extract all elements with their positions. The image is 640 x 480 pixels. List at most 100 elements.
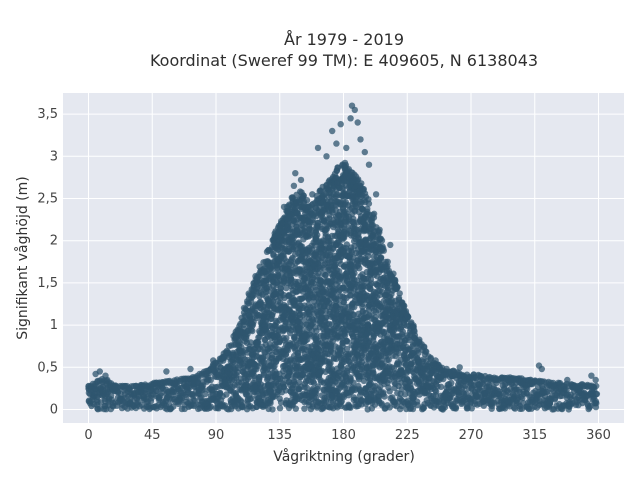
data-point (306, 232, 314, 239)
data-point (370, 210, 378, 217)
data-point (388, 291, 395, 298)
data-point (372, 191, 380, 198)
data-point (386, 388, 393, 395)
data-point (332, 261, 339, 268)
x-tick-labels: 0 45 90 135 180 225 270 315 360 (84, 428, 611, 443)
y-tick-labels: 00,511,522,533,5 (37, 107, 58, 417)
data-point (409, 405, 417, 413)
data-point (350, 379, 357, 386)
data-point (586, 404, 593, 411)
data-point (96, 368, 104, 375)
x-tick-label: 135 (267, 428, 292, 443)
data-point (276, 405, 284, 412)
data-point (309, 219, 317, 226)
data-point (279, 251, 286, 258)
data-point (384, 356, 391, 364)
x-tick-label: 90 (208, 428, 225, 443)
data-point (314, 144, 322, 152)
data-point (107, 392, 115, 399)
data-point (359, 206, 366, 213)
data-point (329, 349, 337, 356)
x-axis-title: Vågriktning (grader) (273, 448, 415, 465)
data-point (349, 272, 357, 279)
data-point (304, 336, 311, 343)
data-point (345, 351, 352, 358)
data-point (303, 384, 310, 391)
data-point (351, 106, 358, 114)
data-point (279, 280, 286, 287)
data-point (113, 402, 121, 409)
data-point (210, 357, 217, 364)
data-point (410, 393, 418, 401)
data-point (404, 313, 412, 320)
data-point (437, 383, 445, 390)
data-point (468, 405, 475, 412)
data-point (593, 390, 601, 398)
x-tick-label: 225 (395, 428, 420, 443)
data-point (564, 376, 571, 384)
data-point (417, 378, 425, 385)
y-axis-title: Signifikant våghöjd (m) (14, 176, 31, 339)
data-point (384, 258, 391, 265)
data-point (309, 191, 316, 198)
data-point (323, 153, 330, 160)
data-point (377, 235, 385, 242)
data-point (347, 404, 354, 411)
data-point (163, 368, 170, 375)
data-point (349, 311, 357, 319)
data-point (280, 203, 288, 211)
data-point (254, 340, 261, 348)
data-point (187, 365, 194, 373)
data-point (592, 403, 600, 411)
data-point (407, 381, 414, 388)
data-point (170, 403, 177, 410)
data-point (207, 376, 214, 384)
data-point (290, 378, 298, 386)
data-point (361, 148, 368, 156)
data-point (225, 349, 232, 356)
data-point (456, 364, 463, 371)
data-point (329, 127, 336, 135)
data-point (333, 140, 340, 147)
data-point (538, 365, 545, 373)
data-point (415, 349, 422, 357)
data-point (361, 190, 369, 197)
data-point (381, 393, 388, 400)
data-point (288, 256, 295, 263)
data-point (232, 328, 239, 335)
data-point (485, 386, 492, 394)
data-point (387, 241, 394, 249)
data-point (347, 115, 354, 122)
data-point (91, 386, 99, 393)
data-point (327, 360, 334, 367)
x-tick-label: 270 (459, 428, 484, 443)
data-point (283, 284, 290, 292)
y-tick-label: 1 (50, 318, 58, 333)
data-point (375, 228, 382, 235)
data-point (314, 385, 321, 393)
data-point (247, 339, 254, 346)
data-point (243, 335, 250, 342)
data-point (306, 226, 313, 233)
data-point (249, 321, 257, 328)
data-point (365, 200, 373, 207)
x-tick-label: 315 (522, 428, 547, 443)
y-tick-label: 1,5 (37, 276, 58, 291)
data-point (377, 254, 385, 261)
data-point (290, 182, 298, 189)
data-point (356, 265, 363, 272)
data-point (238, 402, 246, 409)
data-point (393, 285, 400, 292)
x-tick-label: 360 (586, 428, 611, 443)
data-point (248, 326, 255, 333)
data-point (262, 258, 269, 265)
data-point (357, 136, 364, 143)
data-point (274, 331, 282, 338)
data-point (320, 261, 327, 269)
data-point (343, 338, 351, 345)
x-tick-label: 45 (144, 428, 161, 443)
data-point (341, 332, 349, 339)
data-point (287, 330, 294, 337)
data-point (372, 314, 379, 321)
